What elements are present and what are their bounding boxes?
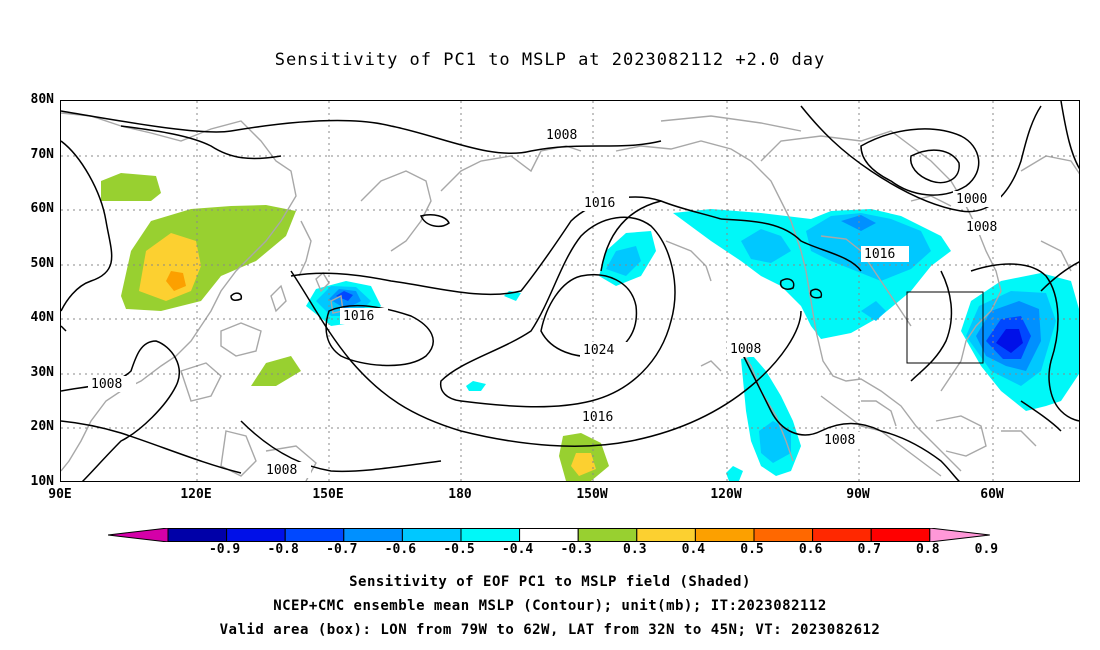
footer-line-1: Sensitivity of EOF PC1 to MSLP field (Sh… [349, 574, 751, 590]
colorbar-cell [519, 528, 579, 542]
contour-label-1008-west: 1008 [91, 377, 122, 392]
contour-label-1008-southwest: 1008 [266, 463, 297, 478]
colorbar-cell [870, 528, 931, 542]
lon-label-120w: 120W [710, 487, 742, 502]
lon-label-150w: 150W [576, 487, 608, 502]
colorbar-label: -0.5 [443, 542, 475, 557]
colorbar-cell [401, 528, 462, 542]
colorbar-cell-max [929, 528, 990, 542]
colorbar-label: 0.4 [681, 542, 706, 557]
contour-label-1008-ne: 1008 [966, 220, 997, 235]
colorbar-cell [812, 528, 872, 542]
lon-label-90w: 90W [846, 487, 870, 502]
colorbar-cell [636, 528, 696, 542]
colorbar-label: -0.9 [208, 542, 241, 557]
colorbar-label: -0.4 [501, 542, 534, 557]
contour-label-1016-north: 1016 [584, 196, 615, 211]
colorbar-label: 0.9 [974, 542, 999, 557]
shaded-sensitivity [101, 173, 1079, 481]
lon-label-90e: 90E [48, 487, 72, 502]
colorbar-label: -0.7 [326, 542, 358, 557]
contour-label-1000: 1000 [956, 192, 987, 207]
lat-label-60n: 60N [30, 201, 54, 216]
colorbar-cell [460, 528, 521, 542]
contour-label-1024: 1024 [583, 343, 614, 358]
lon-label-60w: 60W [980, 487, 1004, 502]
colorbar-label: -0.6 [384, 542, 417, 557]
contour-label-1008-gulf: 1008 [824, 433, 855, 448]
valid-area-box [906, 291, 984, 364]
lat-label-50n: 50N [30, 256, 54, 271]
colorbar-cell [694, 528, 755, 542]
contour-label-1016-west: 1016 [343, 309, 374, 324]
colorbar-label: 0.7 [857, 542, 881, 557]
colorbar-cell [226, 528, 286, 542]
colorbar-cell [577, 528, 638, 542]
colorbar-cell [167, 528, 228, 542]
lat-label-40n: 40N [30, 310, 54, 325]
lat-label-70n: 70N [30, 147, 54, 162]
contour-labels: 1008 1000 1008 1016 1016 1016 1024 1008 … [88, 127, 1011, 478]
map-title: Sensitivity of PC1 to MSLP at 2023082112… [274, 50, 826, 70]
colorbar-cell [284, 528, 345, 542]
colorbar-label: 0.5 [740, 542, 764, 557]
contour-label-1016-south: 1016 [582, 410, 613, 425]
contour-label-1008-mexico: 1008 [730, 342, 761, 357]
colorbar-cell [753, 528, 814, 542]
colorbar-label: 0.3 [623, 542, 647, 557]
lat-label-10n: 10N [30, 474, 54, 489]
colorbar-label: -0.3 [560, 542, 592, 557]
contour-label-1016-na: 1016 [864, 247, 895, 262]
map-canvas: 1008 1000 1008 1016 1016 1016 1024 1008 … [61, 101, 1079, 481]
coastlines [61, 112, 1079, 481]
colorbar-label: 0.8 [916, 542, 940, 557]
footer-line-2: NCEP+CMC ensemble mean MSLP (Contour); u… [273, 598, 827, 614]
contour-label-1008-north: 1008 [546, 128, 577, 143]
colorbar [108, 528, 990, 542]
colorbar-label: -0.8 [267, 542, 299, 557]
colorbar-label: 0.6 [798, 542, 823, 557]
colorbar-cell [343, 528, 403, 542]
footer-line-3: Valid area (box): LON from 79W to 62W, L… [219, 622, 881, 638]
lon-label-150e: 150E [312, 487, 344, 502]
lat-label-20n: 20N [30, 419, 54, 434]
lat-label-30n: 30N [30, 365, 54, 380]
colorbar-cell-min [108, 528, 169, 542]
map-panel: 1008 1000 1008 1016 1016 1016 1024 1008 … [60, 100, 1080, 482]
lon-label-120e: 120E [180, 487, 212, 502]
lat-label-80n: 80N [30, 92, 54, 107]
lon-label-180: 180 [448, 487, 472, 502]
